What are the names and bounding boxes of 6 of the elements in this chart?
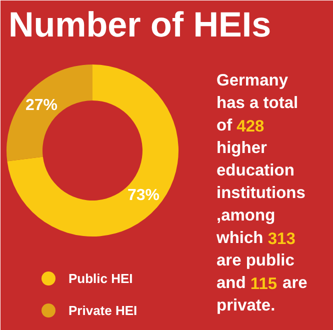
text: Germany has a total of 428 higher education institutions ,among which 313 are public and 115 are private.	[216, 72, 308, 314]
legend-label: Public HEI	[68, 271, 133, 286]
data-label: 73%	[127, 186, 160, 204]
chart-title: Number of HEIs	[8, 6, 272, 44]
data-label: 27%	[25, 97, 58, 114]
legend-label: Private HEI	[68, 303, 138, 318]
